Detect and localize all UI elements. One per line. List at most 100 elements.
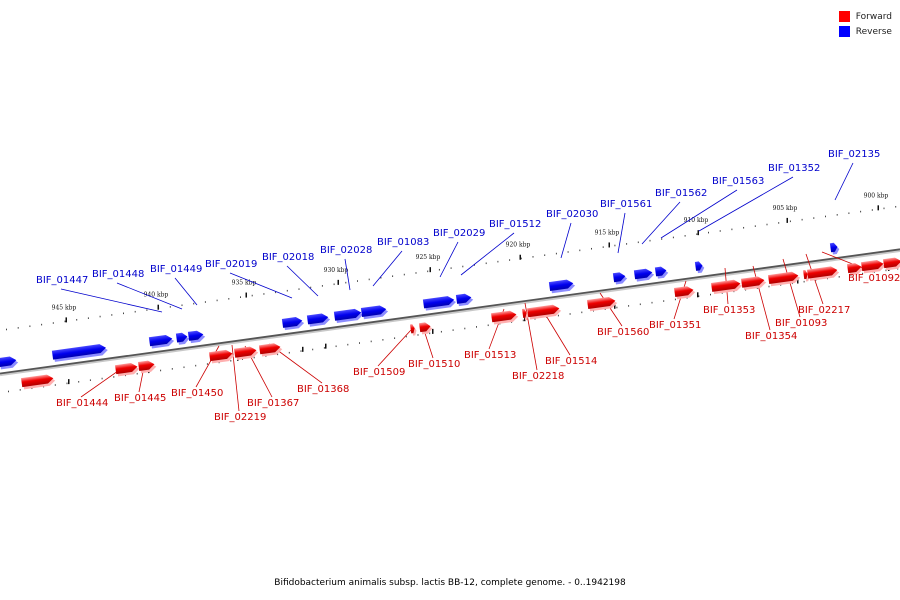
gene-body[interactable]	[306, 313, 329, 325]
gene-arrow-forward[interactable]	[234, 346, 259, 361]
gene-body[interactable]	[234, 346, 257, 358]
gene-label-bif-01512[interactable]: BIF_01512	[489, 219, 541, 230]
gene-body[interactable]	[522, 308, 527, 318]
gene-body[interactable]	[175, 332, 188, 343]
gene-label-bif-01353[interactable]: BIF_01353	[703, 305, 755, 316]
gene-body[interactable]	[861, 259, 884, 272]
gene-label-bif-02029[interactable]: BIF_02029	[433, 228, 485, 239]
gene-label-bif-02030[interactable]: BIF_02030	[546, 209, 598, 220]
gene-label-bif-02219[interactable]: BIF_02219	[214, 412, 266, 423]
gene-arrow-reverse[interactable]	[694, 261, 705, 274]
gene-arrow-forward[interactable]	[847, 262, 864, 276]
gene-label-bif-01448[interactable]: BIF_01448	[92, 269, 144, 280]
gene-label-bif-02217[interactable]: BIF_02217	[798, 305, 850, 316]
gene-label-bif-02019[interactable]: BIF_02019	[205, 259, 257, 270]
gene-arrow-forward[interactable]	[587, 296, 618, 312]
gene-body[interactable]	[419, 322, 431, 333]
gene-arrow-forward[interactable]	[711, 279, 743, 295]
gene-body[interactable]	[259, 342, 281, 355]
gene-body[interactable]	[491, 310, 517, 323]
gene-label-bif-01447[interactable]: BIF_01447	[36, 275, 88, 286]
gene-body[interactable]	[138, 360, 155, 371]
gene-arrow-reverse[interactable]	[612, 271, 628, 285]
gene-arrow-reverse[interactable]	[281, 316, 305, 331]
gene-arrow-forward[interactable]	[115, 362, 140, 377]
gene-arrow-reverse[interactable]	[360, 304, 389, 320]
gene-label-bif-02135[interactable]: BIF_02135	[828, 149, 880, 160]
gene-label-bif-01367[interactable]: BIF_01367	[247, 398, 299, 409]
gene-arrow-reverse[interactable]	[187, 330, 206, 344]
gene-body[interactable]	[711, 279, 741, 292]
gene-arrow-forward[interactable]	[674, 285, 696, 300]
gene-arrow-forward[interactable]	[410, 324, 417, 336]
gene-arrow-reverse[interactable]	[633, 268, 655, 282]
gene-label-bif-01513[interactable]: BIF_01513	[464, 350, 516, 361]
gene-body[interactable]	[612, 272, 626, 283]
gene-body[interactable]	[548, 279, 574, 292]
gene-arrow-forward[interactable]	[138, 360, 157, 374]
gene-body[interactable]	[410, 324, 415, 334]
gene-arrow-reverse[interactable]	[422, 295, 457, 311]
gene-arrow-forward[interactable]	[209, 349, 235, 364]
gene-label-bif-01450[interactable]: BIF_01450	[171, 388, 223, 399]
gene-arrow-forward[interactable]	[807, 265, 840, 281]
gene-body[interactable]	[281, 316, 303, 328]
gene-label-bif-02218[interactable]: BIF_02218	[512, 371, 564, 382]
gene-body[interactable]	[807, 266, 838, 279]
gene-label-bif-01352[interactable]: BIF_01352	[768, 163, 820, 174]
gene-body[interactable]	[633, 268, 653, 280]
gene-label-bif-01563[interactable]: BIF_01563	[712, 176, 764, 187]
gene-label-bif-01368[interactable]: BIF_01368	[297, 384, 349, 395]
gene-body[interactable]	[115, 362, 138, 375]
gene-body[interactable]	[187, 330, 204, 341]
gene-label-bif-02018[interactable]: BIF_02018	[262, 252, 314, 263]
gene-body[interactable]	[674, 285, 694, 297]
gene-arrow-forward[interactable]	[861, 259, 886, 274]
gene-label-bif-01092[interactable]: BIF_01092	[848, 273, 900, 284]
gene-arrow-forward[interactable]	[491, 310, 519, 325]
gene-arrow-forward[interactable]	[419, 322, 433, 335]
gene-arrow-reverse[interactable]	[548, 279, 576, 294]
gene-arrow-forward[interactable]	[259, 342, 283, 357]
gene-arrow-forward[interactable]	[527, 304, 562, 320]
gene-body[interactable]	[209, 349, 233, 362]
gene-body[interactable]	[455, 293, 472, 304]
gene-body[interactable]	[21, 374, 54, 388]
gene-body[interactable]	[333, 308, 362, 321]
gene-body[interactable]	[654, 266, 667, 277]
gene-body[interactable]	[694, 261, 703, 271]
gene-body[interactable]	[422, 295, 455, 309]
gene-label-bif-01354[interactable]: BIF_01354	[745, 331, 797, 342]
gene-arrow-forward[interactable]	[768, 271, 801, 287]
gene-arrow-reverse[interactable]	[654, 266, 669, 279]
gene-label-bif-01562[interactable]: BIF_01562	[655, 188, 707, 199]
gene-label-bif-01093[interactable]: BIF_01093	[775, 318, 827, 329]
gene-arrow-forward[interactable]	[741, 275, 767, 290]
gene-arrow-reverse[interactable]	[455, 293, 474, 307]
gene-arrow-forward[interactable]	[21, 374, 56, 390]
gene-body[interactable]	[768, 271, 799, 284]
gene-label-bif-01509[interactable]: BIF_01509	[353, 367, 405, 378]
gene-arrow-reverse[interactable]	[306, 312, 331, 327]
gene-body[interactable]	[883, 257, 900, 269]
gene-body[interactable]	[527, 304, 560, 318]
gene-arrow-reverse[interactable]	[0, 355, 19, 370]
gene-arrow-reverse[interactable]	[333, 308, 364, 323]
gene-body[interactable]	[148, 334, 173, 347]
gene-body[interactable]	[360, 305, 387, 317]
gene-body[interactable]	[51, 343, 107, 360]
gene-body[interactable]	[587, 296, 616, 309]
gene-label-bif-01560[interactable]: BIF_01560	[597, 327, 649, 338]
gene-body[interactable]	[847, 262, 862, 274]
gene-label-bif-01449[interactable]: BIF_01449	[150, 264, 202, 275]
gene-label-bif-01445[interactable]: BIF_01445	[114, 393, 166, 404]
gene-body[interactable]	[0, 356, 17, 368]
gene-label-bif-01083[interactable]: BIF_01083	[377, 237, 429, 248]
gene-arrow-forward[interactable]	[522, 308, 529, 321]
gene-body[interactable]	[741, 276, 765, 288]
gene-arrow-reverse[interactable]	[829, 242, 840, 255]
gene-arrow-reverse[interactable]	[175, 332, 190, 345]
gene-arrow-reverse[interactable]	[148, 334, 175, 349]
gene-label-bif-01444[interactable]: BIF_01444	[56, 398, 108, 409]
gene-arrow-forward[interactable]	[883, 257, 900, 271]
